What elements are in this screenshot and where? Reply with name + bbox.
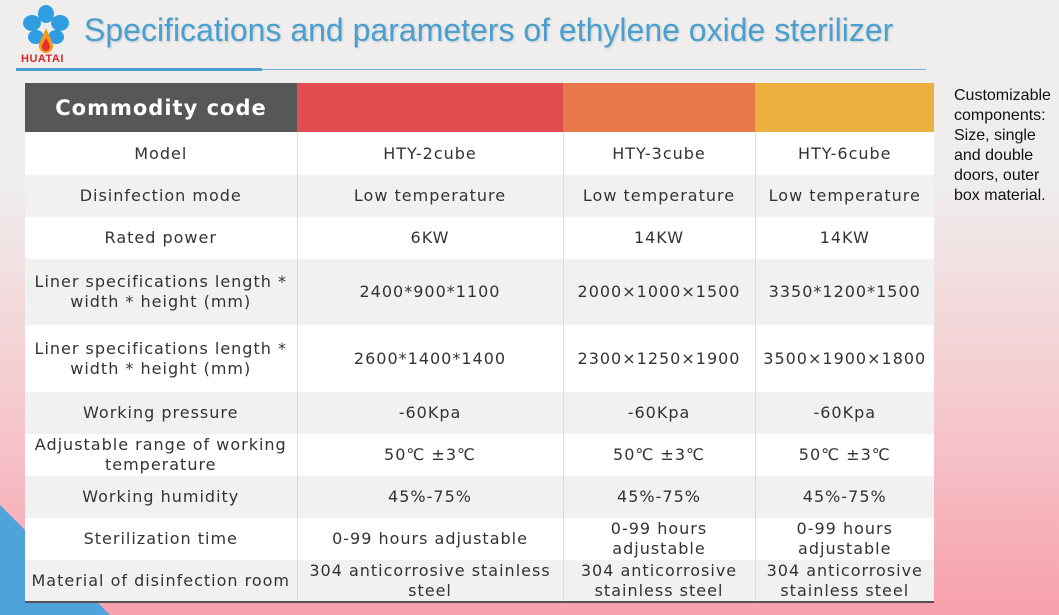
table-row: Sterilization time 0-99 hours adjustable… <box>25 518 934 560</box>
cell: -60Kpa <box>562 392 755 434</box>
cell: 50℃ ±3℃ <box>754 434 934 476</box>
cell: 45%-75% <box>754 476 934 518</box>
row-label: Sterilization time <box>25 518 297 560</box>
row-label: Model <box>25 132 297 175</box>
table-row: Rated power 6KW 14KW 14KW <box>25 217 934 259</box>
row-label: Material of disinfection room <box>25 560 297 602</box>
cell: 50℃ ±3℃ <box>562 434 755 476</box>
table-row: Adjustable range of working temperature … <box>25 434 934 476</box>
page-title: Specifications and parameters of ethylen… <box>84 12 894 48</box>
cell: 0-99 hours adjustable <box>562 518 755 560</box>
row-label: Liner specifications length * width * he… <box>25 325 297 392</box>
cell: 0-99 hours adjustable <box>754 518 934 560</box>
cell: 50℃ ±3℃ <box>296 434 563 476</box>
cell: 6KW <box>296 217 563 259</box>
header-color-red <box>297 83 563 132</box>
table-row: Liner specifications length * width * he… <box>25 325 934 392</box>
row-label: Disinfection mode <box>25 175 297 217</box>
row-label: Rated power <box>25 217 297 259</box>
cell: 14KW <box>754 217 934 259</box>
spec-table: Commodity code Model HTY-2cube HTY-3cube… <box>25 83 934 603</box>
cell: HTY-6cube <box>754 132 934 175</box>
table-row: Model HTY-2cube HTY-3cube HTY-6cube <box>25 132 934 175</box>
header-color-orange <box>563 83 755 132</box>
table-row: Liner specifications length * width * he… <box>25 259 934 325</box>
header-commodity-code: Commodity code <box>25 83 297 132</box>
title-underline <box>262 69 926 70</box>
cell: HTY-3cube <box>562 132 755 175</box>
table-row: Working humidity 45%-75% 45%-75% 45%-75% <box>25 476 934 518</box>
cell: 2400*900*1100 <box>296 259 563 325</box>
row-label: Working pressure <box>25 392 297 434</box>
row-label: Adjustable range of working temperature <box>25 434 297 476</box>
cell: 2300×1250×1900 <box>562 325 755 392</box>
cell: 3350*1200*1500 <box>754 259 934 325</box>
customization-note: Customizable components: Size, single an… <box>954 87 1051 204</box>
header-color-yellow <box>755 83 934 132</box>
cell: Low temperature <box>754 175 934 217</box>
cell: 304 anticorrosive stainless steel <box>296 560 563 602</box>
cell: 304 anticorrosive stainless steel <box>754 560 934 602</box>
flower-drop-logo-icon <box>18 4 74 72</box>
cell: 45%-75% <box>562 476 755 518</box>
cell: -60Kpa <box>754 392 934 434</box>
table-row: Disinfection mode Low temperature Low te… <box>25 175 934 217</box>
cell: HTY-2cube <box>296 132 563 175</box>
cell: -60Kpa <box>296 392 563 434</box>
cell: 3500×1900×1800 <box>754 325 934 392</box>
table-header-row: Commodity code <box>25 83 934 132</box>
cell: 45%-75% <box>296 476 563 518</box>
cell: 0-99 hours adjustable <box>296 518 563 560</box>
table-row: Working pressure -60Kpa -60Kpa -60Kpa <box>25 392 934 434</box>
row-label: Liner specifications length * width * he… <box>25 259 297 325</box>
cell: 14KW <box>562 217 755 259</box>
cell: 2000×1000×1500 <box>562 259 755 325</box>
cell: 2600*1400*1400 <box>296 325 563 392</box>
brand-name: HUATAI <box>21 53 64 65</box>
row-label: Working humidity <box>25 476 297 518</box>
table-row: Material of disinfection room 304 antico… <box>25 560 934 602</box>
cell: Low temperature <box>296 175 563 217</box>
cell: Low temperature <box>562 175 755 217</box>
cell: 304 anticorrosive stainless steel <box>562 560 755 602</box>
title-underline-accent <box>16 68 262 71</box>
